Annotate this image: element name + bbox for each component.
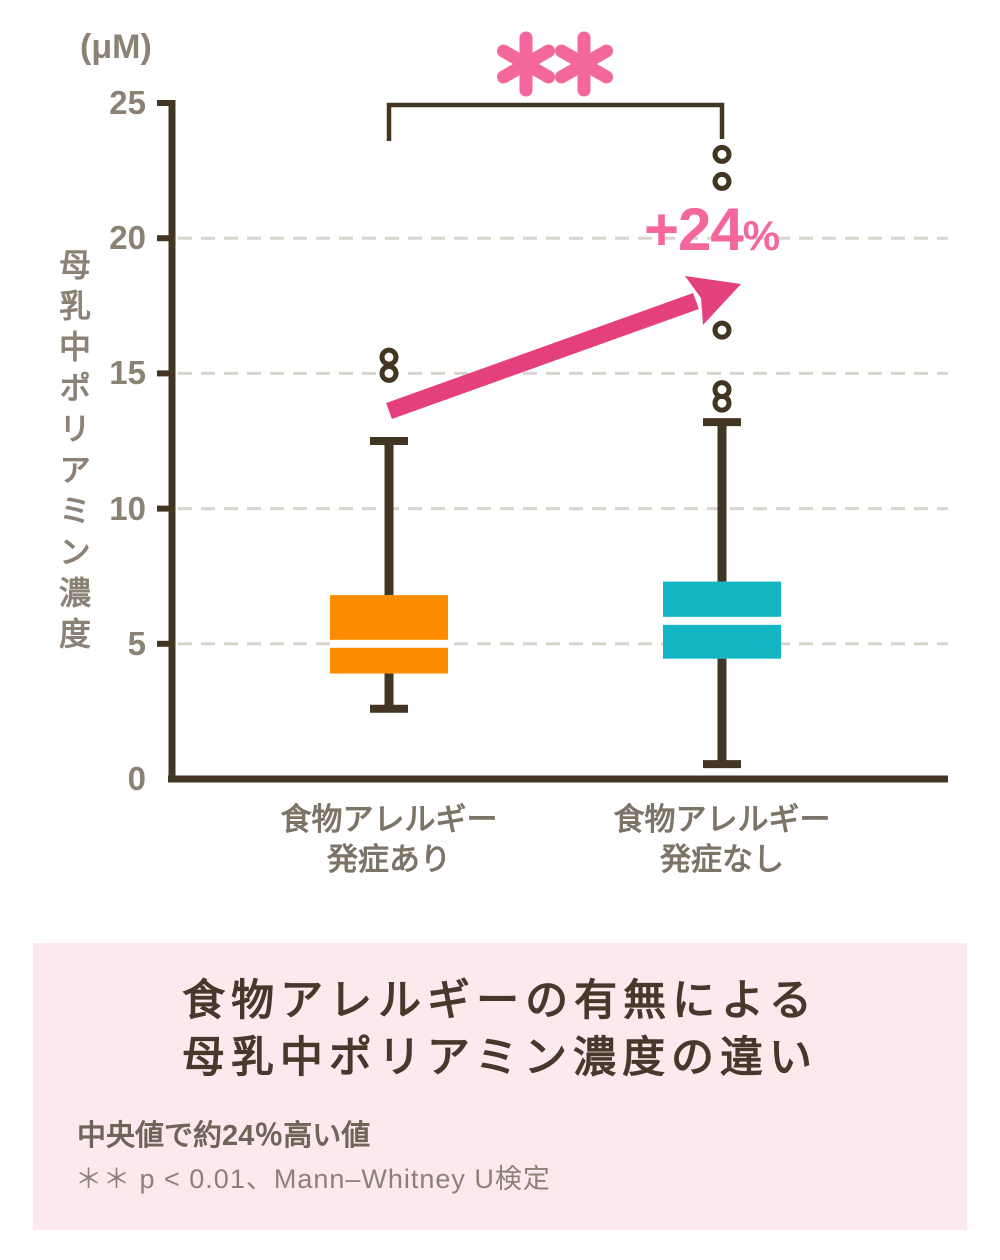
median-line-right [663, 616, 781, 625]
x-label-no-allergy-line1: 食物アレルギー [613, 802, 831, 837]
y-tick-label-25: 25 [109, 84, 146, 121]
x-label-allergy: 食物アレルギー 発症あり [229, 800, 549, 880]
summary-title: 食物アレルギーの有無による 母乳中ポリアミン濃度の違い [33, 973, 967, 1087]
significance-asterisk [580, 44, 614, 69]
outlier-right [712, 393, 732, 413]
significance-asterisk [554, 44, 588, 69]
y-tick-label-10: 10 [109, 490, 146, 527]
delta-value: +24 [644, 196, 744, 263]
increase-arrow-shaft [386, 292, 699, 420]
summary-title-line1: 食物アレルギーの有無による [182, 977, 818, 1025]
outlier-right [712, 144, 732, 164]
significance-asterisk [580, 59, 614, 84]
y-axis-unit: (μM) [80, 28, 152, 66]
y-tick-label-15: 15 [109, 354, 146, 391]
significance-bracket [386, 102, 725, 141]
stats-note: ＊＊ p < 0.01、Mann–Whitney U検定 [75, 1164, 551, 1194]
significance-asterisk [496, 59, 530, 84]
delta-label: +24% [644, 200, 780, 260]
median-line-left [330, 639, 448, 648]
y-axis-title: 母乳中ポリアミン濃度 [55, 248, 91, 658]
summary-title-line2: 母乳中ポリアミン濃度の違い [181, 1034, 819, 1082]
summary-note: 中央値で約24％高い値 [77, 1120, 371, 1152]
summary-panel: 食物アレルギーの有無による 母乳中ポリアミン濃度の違い 中央値で約24％高い値 … [33, 943, 967, 1230]
delta-unit: % [742, 212, 781, 259]
x-label-no-allergy: 食物アレルギー 発症なし [562, 800, 882, 880]
significance-asterisk [522, 59, 556, 84]
outlier-left [379, 363, 399, 383]
y-tick-label-0: 0 [127, 760, 146, 797]
y-tick-label-20: 20 [109, 219, 146, 256]
box-right [663, 581, 781, 659]
outlier-right [712, 380, 732, 400]
y-tick-label-5: 5 [127, 625, 146, 662]
significance-asterisk [554, 59, 588, 84]
significance-asterisk [496, 44, 530, 69]
significance-asterisk [522, 44, 556, 69]
x-label-no-allergy-line2: 発症なし [660, 842, 784, 877]
outlier-right [712, 320, 732, 340]
boxplot-chart [157, 31, 948, 783]
x-label-allergy-line2: 発症あり [327, 842, 451, 877]
outlier-left [379, 347, 399, 367]
box-left [330, 595, 448, 674]
outlier-right [712, 171, 732, 191]
x-label-allergy-line1: 食物アレルギー [280, 802, 498, 837]
increase-arrow-head [685, 276, 741, 325]
